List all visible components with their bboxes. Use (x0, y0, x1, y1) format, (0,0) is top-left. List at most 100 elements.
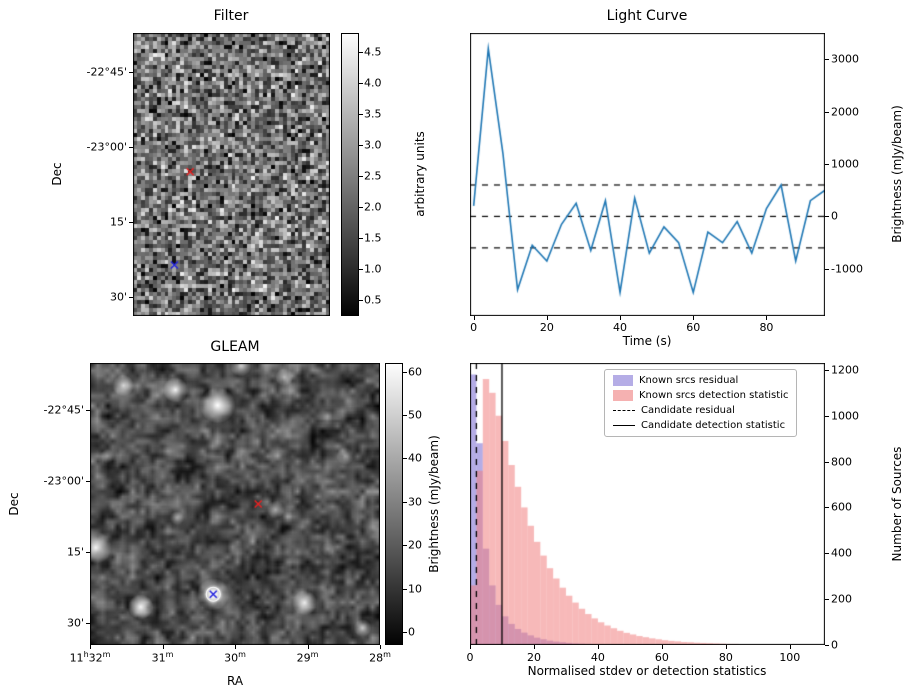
gleam-xtick-label-text: 29 (296, 651, 311, 665)
tick-mark (470, 645, 471, 649)
filter-colorbar-tick-label: 3.5 (364, 107, 382, 120)
tick-mark (825, 59, 829, 61)
filter-colorbar-tick-label: 4.0 (364, 76, 382, 89)
gleam-xtick-label-sup: m (310, 650, 319, 659)
histogram-ytick-label-text: 0 (831, 638, 838, 652)
histogram-xtick-label: 60 (655, 651, 669, 664)
filter-colorbar-tick-label-text: 0.5 (364, 293, 382, 307)
lightcurve-xlabel: Time (s) (622, 334, 672, 348)
gleam-ylabel: Dec (7, 492, 21, 516)
tick-mark (725, 645, 727, 649)
filter-ytick-label: 15' (110, 216, 127, 229)
filter-colorbar-tick-label-text: 3.5 (364, 107, 382, 121)
tick-mark (403, 588, 407, 590)
gleam-xtick-label-text: 30 (224, 651, 239, 665)
gleam-colorbar-tick-label-text: 60 (408, 365, 422, 379)
histogram-ylabel: Number of Sources (890, 446, 904, 562)
gleam-xtick-label-sup: h (83, 650, 89, 659)
gleam-xtick-label-text: 11 (69, 651, 84, 665)
gleam-title: GLEAM (210, 339, 260, 355)
filter-image (133, 33, 330, 316)
filter-ytick-label: 30' (110, 291, 127, 304)
tick-mark (533, 645, 535, 649)
tick-mark (359, 207, 363, 209)
tick-mark (693, 316, 695, 320)
histogram-xtick-label-text: 60 (654, 651, 669, 664)
histogram-ytick-label-text: 600 (831, 500, 852, 514)
legend-label: Known srcs detection statistic (639, 390, 789, 401)
filter-colorbar-tick-label: 2.5 (364, 170, 382, 183)
tick-mark (403, 458, 407, 460)
tick-mark (359, 269, 363, 271)
tick-mark (129, 147, 133, 148)
gleam-colorbar-tick-label: 0 (408, 625, 415, 638)
gleam-ytick-label-text: -23°00' (43, 474, 85, 488)
histogram-xtick-label-text: 100 (779, 651, 801, 664)
filter-colorbar-tick-label-text: 1.0 (364, 262, 382, 276)
legend-line-sample (613, 425, 635, 426)
filter-colorbar-tick-label-text: 1.5 (364, 231, 382, 245)
gleam-xtick-label: 29m (297, 650, 319, 665)
gleam-colorbar-tick-label-text: 10 (408, 582, 422, 596)
gleam-colorbar-tick-label-text: 30 (408, 495, 422, 509)
tick-mark (825, 111, 829, 113)
gleam-xtick-label-text: 31 (151, 651, 166, 665)
filter-colorbar (341, 33, 359, 316)
filter-colorbar-tick-label-text: 4.0 (364, 76, 382, 90)
lightcurve-ytick-label-text: 3000 (831, 52, 859, 66)
gleam-xtick-label: 28m (369, 650, 391, 665)
tick-mark (766, 316, 768, 320)
tick-mark (403, 501, 407, 503)
filter-colorbar-tick-label: 0.5 (364, 294, 382, 307)
gleam-ytick-label: -22°45' (44, 404, 85, 417)
legend-row: Candidate detection statistic (613, 420, 788, 431)
histogram-xtick-label-text: 80 (718, 651, 733, 664)
legend-row: Candidate residual (613, 405, 788, 416)
gleam-colorbar-tick-label: 30 (408, 495, 422, 508)
filter-ytick-label-text: 15' (109, 215, 127, 229)
histogram-ytick-label: 1000 (831, 409, 859, 422)
filter-colorbar-tick-label-text: 2.0 (364, 200, 382, 214)
histogram-xtick-label-text: 0 (466, 651, 474, 664)
filter-ytick-label: -23°00' (87, 141, 128, 154)
gleam-xtick-label: 30m (224, 650, 246, 665)
lightcurve-title: Light Curve (606, 8, 688, 24)
lightcurve-xtick-label: 40 (613, 321, 627, 334)
tick-mark (86, 410, 90, 411)
legend-patch-swatch (613, 390, 633, 401)
gleam-xtick-label-sup: m (165, 650, 174, 659)
legend-patch-swatch (613, 375, 633, 386)
histogram-xtick-label: 20 (527, 651, 541, 664)
tick-mark (403, 631, 407, 633)
legend-label: Candidate detection statistic (641, 420, 786, 431)
tick-mark (825, 507, 829, 509)
gleam-colorbar-tick-label: 50 (408, 409, 422, 422)
gleam-xtick-label-text: 28 (369, 651, 384, 665)
histogram-xtick-label: 0 (467, 651, 474, 664)
filter-colorbar-tick-label-text: 4.5 (364, 45, 382, 59)
gleam-ytick-label-text: 15' (66, 545, 84, 559)
lightcurve-plot (470, 33, 825, 316)
histogram-ytick-label-text: 1200 (831, 363, 859, 377)
tick-mark (307, 645, 309, 649)
histogram-ytick-label: 600 (831, 501, 852, 514)
legend-label: Candidate residual (641, 405, 735, 416)
histogram-ytick-label-text: 800 (831, 455, 852, 469)
histogram-xtick-label: 40 (591, 651, 605, 664)
histogram-ytick-label: 1200 (831, 363, 859, 376)
lightcurve-ytick-label: 1000 (831, 158, 859, 171)
gleam-colorbar-tick-label-text: 0 (408, 625, 415, 639)
tick-mark (825, 268, 829, 270)
lightcurve-xtick-label-text: 0 (470, 321, 478, 334)
tick-mark (359, 82, 363, 84)
legend-line-sample (613, 410, 635, 411)
tick-mark (620, 316, 622, 320)
gleam-colorbar-tick-label: 20 (408, 539, 422, 552)
tick-mark (86, 552, 90, 553)
tick-mark (825, 216, 829, 218)
filter-title: Filter (213, 8, 249, 24)
gleam-colorbar-label: Brightness (mJy/beam) (427, 435, 441, 573)
lightcurve-ytick-label: 0 (831, 210, 838, 223)
gleam-colorbar-tick-label: 60 (408, 365, 422, 378)
